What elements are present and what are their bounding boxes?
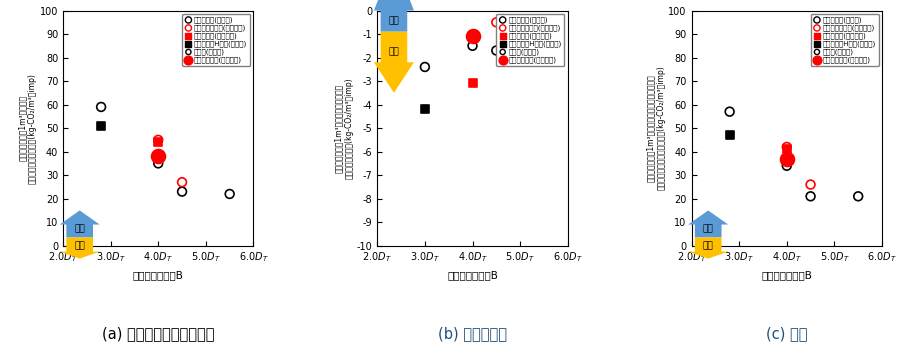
Point	[489, 48, 503, 53]
Point	[151, 139, 166, 145]
Legend: 浦安市舞浜(スギ゛), 木更津市木材港(カラマツ), 浦安市美浜(カラマツ), 浦安市美浜H会館(スギ゛), 神崎町(スギ゛), 石川県金沢市(カラマツ): 浦安市舞浜(スギ゛), 木更津市木材港(カラマツ), 浦安市美浜(カラマツ), …	[497, 14, 564, 66]
Point	[94, 104, 108, 110]
Point	[418, 106, 432, 112]
X-axis label: 丸太打設間隔　B: 丸太打設間隔 B	[447, 270, 498, 280]
Text: 排出: 排出	[389, 47, 400, 56]
Point	[465, 43, 480, 49]
Polygon shape	[59, 238, 100, 259]
Point	[513, 36, 527, 41]
Point	[779, 163, 794, 168]
X-axis label: 丸太打設間隔　B: 丸太打設間隔 B	[761, 270, 812, 280]
Text: 排出: 排出	[75, 241, 85, 250]
Point	[175, 179, 189, 185]
Point	[222, 191, 237, 197]
Text: (b) 工事による: (b) 工事による	[438, 326, 507, 341]
Point	[151, 153, 166, 159]
Point	[779, 146, 794, 152]
Point	[723, 132, 737, 138]
Point	[804, 182, 818, 187]
Point	[465, 81, 480, 86]
Point	[804, 193, 818, 199]
Point	[723, 109, 737, 114]
Point	[175, 189, 189, 194]
Point	[418, 64, 432, 70]
Legend: 浦安市舞浜(スギ゛), 木更津市木材港(カラマツ), 浦安市美浜(カラマツ), 浦安市美浜H会館(スギ゛), 神崎町(スギ゛), 石川県金沢市(カラマツ): 浦安市舞浜(スギ゛), 木更津市木材港(カラマツ), 浦安市美浜(カラマツ), …	[811, 14, 878, 66]
Point	[151, 137, 166, 143]
X-axis label: 丸太打設間隔　B: 丸太打設間隔 B	[133, 270, 184, 280]
Y-axis label: 液状化対策体積1m³当たりの二酸化炭素排出量と
丸太による炭素貯蔵量の収支(kg-CO₂/m³シimp): 液状化対策体積1m³当たりの二酸化炭素排出量と 丸太による炭素貯蔵量の収支(kg…	[646, 66, 665, 191]
Polygon shape	[688, 238, 728, 259]
Polygon shape	[688, 210, 728, 238]
Point	[489, 19, 503, 25]
Point	[779, 144, 794, 150]
Y-axis label: 液状化対策体積1m³当たりの
丸太による炭素貯蔵量(kg-CO₂/m³シimp): 液状化対策体積1m³当たりの 丸太による炭素貯蔵量(kg-CO₂/m³シimp)	[18, 73, 37, 184]
Polygon shape	[374, 32, 414, 93]
Text: 排出: 排出	[703, 241, 714, 250]
Y-axis label: 液状化対策体積1m³当たりの工事による
二酸化炭素排出量(kg-CO₂/m³シimp): 液状化対策体積1m³当たりの工事による 二酸化炭素排出量(kg-CO₂/m³シi…	[335, 77, 354, 179]
Text: 貯蔵: 貯蔵	[75, 224, 85, 233]
Polygon shape	[59, 210, 100, 238]
Point	[465, 34, 480, 39]
Point	[151, 161, 166, 166]
Legend: 浦安市舞浜(スギ゛), 木更津市木材港(カラマツ), 浦安市美浜(カラマツ), 浦安市美浜H会館(スギ゛), 神崎町(スギ゛), 石川県金沢市(カラマツ): 浦安市舞浜(スギ゛), 木更津市木材港(カラマツ), 浦安市美浜(カラマツ), …	[182, 14, 250, 66]
Text: (c) 収支: (c) 収支	[766, 326, 807, 341]
Text: (a) 丸太による炭素貯蔵量: (a) 丸太による炭素貯蔵量	[102, 326, 214, 341]
Text: 貯蔵: 貯蔵	[389, 16, 400, 26]
Polygon shape	[374, 0, 414, 32]
Point	[851, 193, 866, 199]
Point	[779, 156, 794, 161]
Text: 貯蔵: 貯蔵	[703, 224, 714, 233]
Point	[94, 123, 108, 128]
